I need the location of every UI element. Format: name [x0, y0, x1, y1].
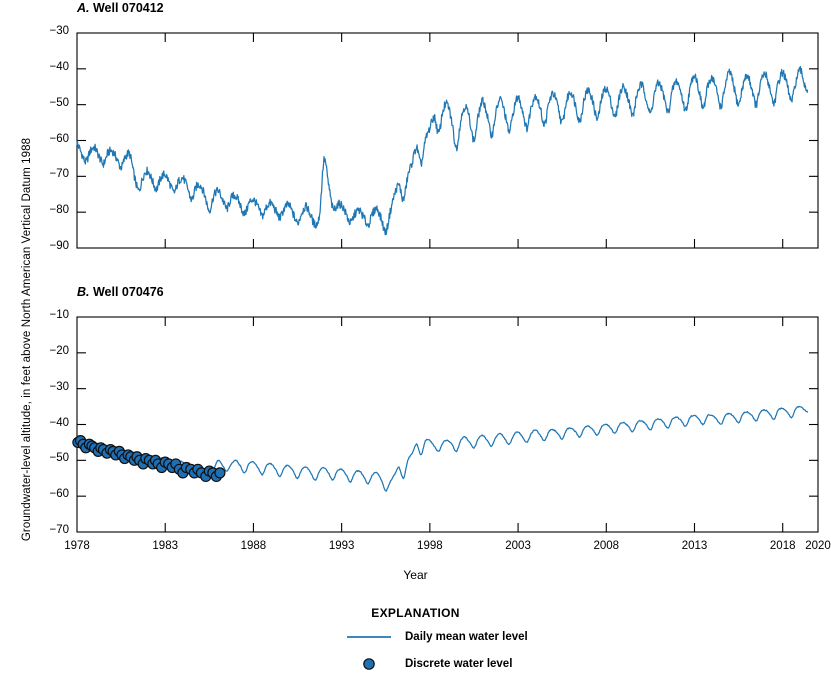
y-tick-label: −30 [49, 25, 69, 37]
y-tick-label: −80 [49, 204, 69, 217]
y-tick-label: −10 [49, 309, 69, 321]
y-tick-label: −70 [49, 168, 69, 181]
panel-a-title: A. Well 070412 [77, 1, 164, 15]
legend-label-daily-mean: Daily mean water level [405, 631, 528, 643]
y-tick-label: −50 [49, 96, 69, 109]
x-tick-label: 2018 [769, 540, 796, 552]
legend-item-line: Daily mean water level [345, 631, 528, 643]
y-tick-label: −30 [49, 380, 69, 393]
y-tick-label: −20 [49, 344, 69, 357]
x-axis-title: Year [403, 568, 428, 582]
panel-b-letter: B. [77, 285, 90, 299]
x-tick-label: 1983 [152, 540, 178, 552]
x-tick-label: 2013 [681, 540, 708, 552]
panel-b-label: Well 070476 [92, 285, 164, 299]
line-swatch-icon [345, 631, 393, 643]
panel-a-label: Well 070412 [92, 1, 164, 15]
x-tick-label: 1978 [64, 540, 90, 552]
x-tick-label: 1993 [328, 540, 355, 552]
y-tick-label: −60 [49, 488, 69, 501]
legend-item-discrete: Discrete water level [345, 657, 512, 671]
legend-label-discrete: Discrete water level [405, 658, 513, 670]
y-tick-label: −90 [49, 240, 69, 252]
x-tick-label: 2020 [805, 540, 831, 552]
y-tick-label: −40 [49, 416, 69, 429]
legend-title: EXPLANATION [371, 606, 460, 620]
x-tick-label: 2003 [505, 540, 531, 552]
panel-b-title: B. Well 070476 [77, 285, 164, 299]
x-tick-label: 1988 [240, 540, 267, 552]
y-tick-label: −60 [49, 132, 69, 145]
x-tick-label: 1998 [417, 540, 443, 552]
y-tick-label: −40 [49, 60, 69, 73]
circle-swatch-icon [345, 657, 393, 671]
x-tick-label: 2008 [593, 540, 620, 552]
y-tick-label: −50 [49, 452, 69, 465]
panel-a-letter: A. [77, 1, 90, 15]
y-tick-label: −70 [49, 524, 69, 536]
